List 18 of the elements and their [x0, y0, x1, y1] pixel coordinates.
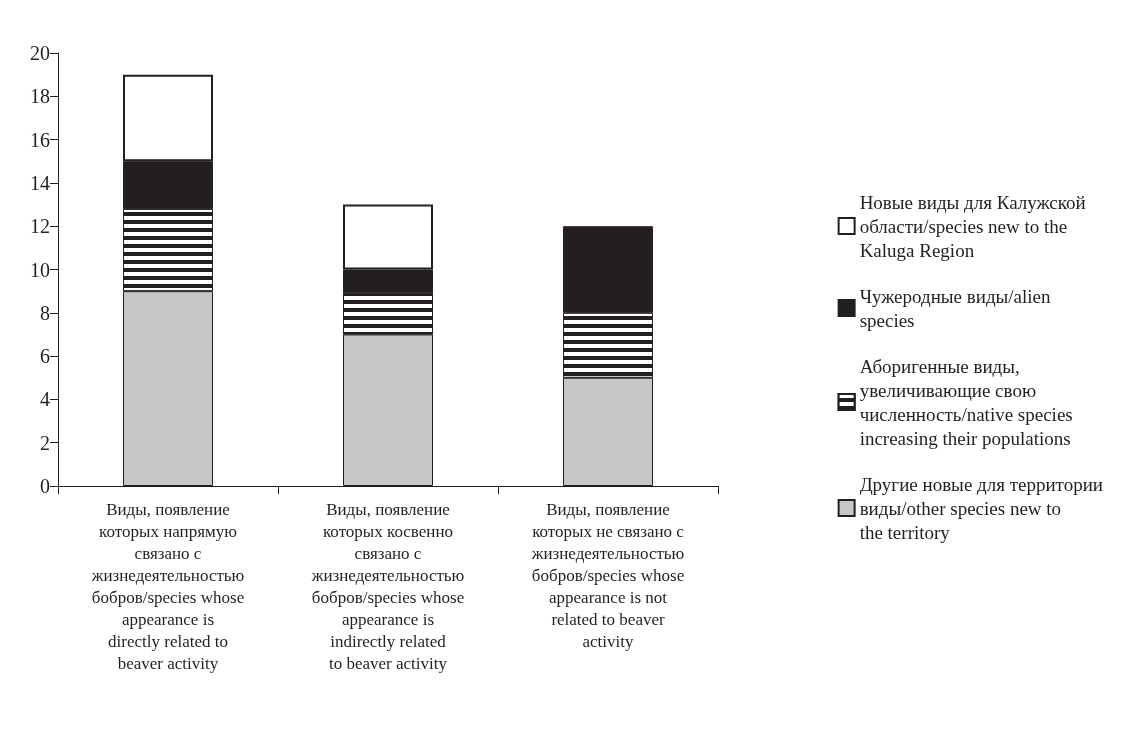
- legend-label: Новые виды для Калужской области/species new to the Kaluga Region: [859, 191, 1086, 261]
- y-tick-label: 2: [40, 431, 50, 454]
- x-tick-label: Виды, появление которых не связано с жизнедеятельностью бобров/species whose appearance is not related to beaver activity: [530, 499, 685, 651]
- y-tick-label: 12: [30, 215, 50, 238]
- y-tick-label: 8: [40, 301, 50, 324]
- y-tick-label: 4: [40, 388, 50, 411]
- legend-label: Аборигенные виды, увеличивающие свою численность/native species increasing their populations: [859, 355, 1073, 449]
- y-tick-label: 16: [30, 128, 50, 151]
- y-tick-label: 14: [30, 171, 50, 194]
- y-tick-label: 0: [40, 475, 50, 497]
- y-tick-label: 18: [30, 85, 50, 108]
- y-tick-label: 10: [30, 258, 50, 281]
- y-tick-label: 20: [30, 42, 50, 64]
- y-tick-label: 6: [40, 345, 50, 368]
- x-tick-label: Виды, появление которых напрямую связано с жизнедеятельностью бобров/species whose appearance is directly related to beaver activity: [90, 499, 245, 673]
- legend-label: Другие новые для территории виды/other species new to the territory: [859, 473, 1103, 543]
- legend-label: Чужеродные виды/alien species: [859, 285, 1052, 331]
- x-tick-label: Виды, появление которых косвенно связано с жизнедеятельностью бобров/species whose appearance is indirectly related to beaver activity: [310, 499, 465, 673]
